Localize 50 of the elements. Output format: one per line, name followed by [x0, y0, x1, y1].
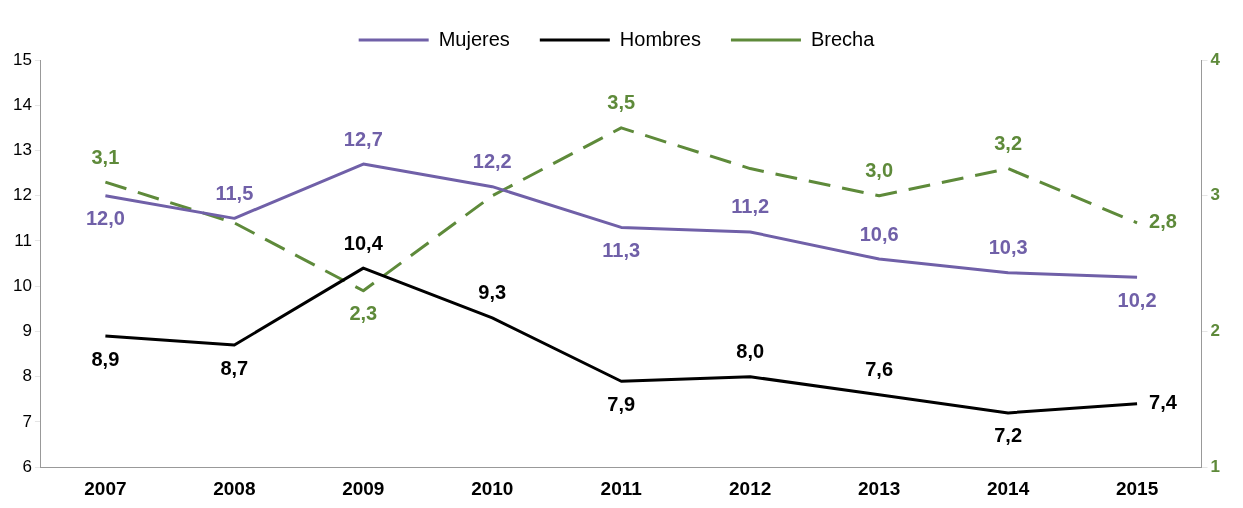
data-label: 8,0 — [736, 340, 765, 363]
data-label: 10,6 — [859, 222, 899, 245]
data-label: 11,2 — [731, 195, 770, 218]
y-tick-label: 7 — [22, 411, 32, 431]
y2-tick-label: 3 — [1210, 185, 1221, 205]
legend-label: Brecha — [810, 27, 876, 50]
x-tick-label: 2012 — [729, 477, 772, 499]
y-tick-label: 15 — [12, 49, 32, 69]
x-tick-label: 2009 — [342, 477, 385, 499]
y-tick-label: 9 — [22, 321, 32, 341]
y2-tick-label: 4 — [1210, 49, 1221, 69]
data-label: 7,9 — [607, 392, 636, 415]
legend-label: Mujeres — [438, 27, 510, 50]
y-tick-label: 11 — [14, 230, 32, 250]
data-label: 3,0 — [865, 159, 894, 182]
data-label: 9,3 — [478, 281, 507, 304]
legend-label: Hombres — [619, 27, 701, 50]
y-tick-label: 6 — [22, 456, 32, 476]
data-label: 12,2 — [472, 150, 512, 173]
y-tick-label: 14 — [12, 94, 32, 114]
data-label: 2,3 — [349, 302, 378, 325]
data-label: 8,7 — [220, 356, 249, 379]
x-tick-label: 2010 — [471, 477, 514, 499]
data-label: 2,8 — [1149, 210, 1177, 233]
x-tick-label: 2013 — [858, 477, 901, 499]
data-label: 12,0 — [85, 207, 125, 230]
y-tick-label: 13 — [12, 140, 32, 160]
data-label: 7,2 — [994, 424, 1023, 447]
y-tick-label: 8 — [22, 366, 32, 386]
data-label: 11,5 — [215, 181, 254, 204]
x-tick-label: 2014 — [986, 477, 1030, 499]
data-label: 11,3 — [602, 238, 641, 261]
y2-tick-label: 1 — [1210, 456, 1221, 476]
data-label: 7,6 — [865, 358, 894, 381]
x-tick-label: 2015 — [1115, 477, 1159, 499]
data-label: 3,2 — [994, 132, 1023, 155]
y2-tick-label: 2 — [1210, 321, 1221, 341]
data-label: 10,2 — [1117, 288, 1157, 311]
data-label: 3,5 — [607, 91, 636, 114]
x-tick-label: 2008 — [213, 477, 256, 499]
x-tick-label: 2011 — [600, 477, 643, 499]
data-label: 12,7 — [343, 127, 383, 150]
data-label: 3,1 — [91, 145, 120, 168]
data-label: 8,9 — [91, 347, 120, 370]
y-tick-label: 10 — [12, 275, 32, 295]
y-tick-label: 12 — [12, 185, 32, 205]
data-label: 10,3 — [988, 236, 1028, 259]
data-label: 7,4 — [1149, 391, 1178, 414]
data-label: 10,4 — [343, 231, 384, 254]
x-tick-label: 2007 — [84, 477, 127, 499]
